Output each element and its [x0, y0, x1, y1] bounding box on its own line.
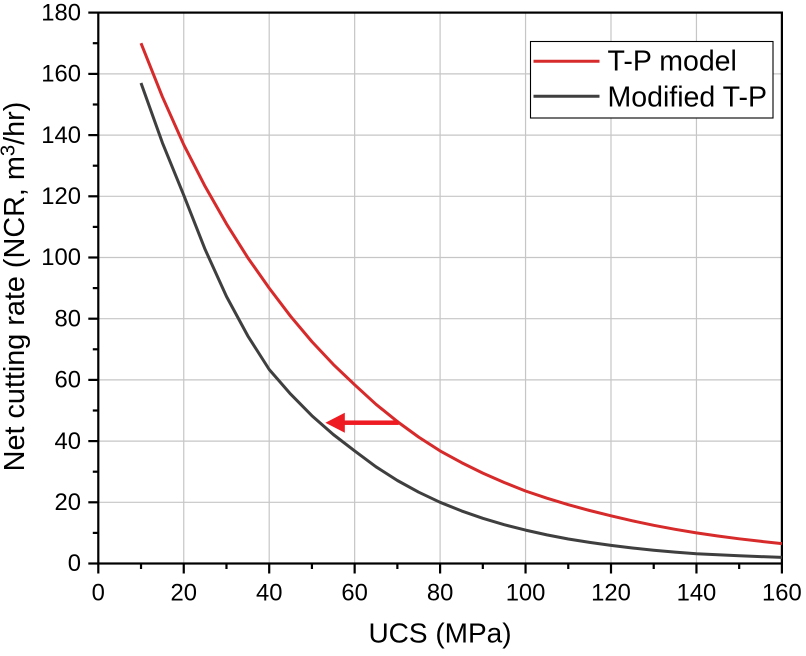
svg-text:T-P model: T-P model: [608, 46, 737, 78]
svg-text:160: 160: [762, 580, 802, 607]
svg-text:160: 160: [41, 61, 81, 88]
svg-text:120: 120: [41, 183, 81, 210]
svg-text:Net cutting rate (NCR, m3/hr): Net cutting rate (NCR, m3/hr): [0, 102, 31, 472]
svg-text:0: 0: [92, 580, 105, 607]
svg-text:60: 60: [341, 580, 367, 607]
svg-text:40: 40: [55, 428, 81, 455]
svg-text:20: 20: [171, 580, 197, 607]
svg-text:60: 60: [55, 367, 81, 394]
svg-text:120: 120: [591, 580, 631, 607]
svg-text:140: 140: [677, 580, 717, 607]
svg-text:180: 180: [41, 0, 81, 26]
svg-text:40: 40: [256, 580, 282, 607]
svg-text:0: 0: [68, 550, 81, 577]
svg-text:Modified T-P: Modified T-P: [608, 82, 767, 114]
svg-text:20: 20: [55, 489, 81, 516]
svg-text:100: 100: [41, 244, 81, 271]
svg-text:UCS (MPa): UCS (MPa): [368, 617, 511, 648]
svg-text:140: 140: [41, 122, 81, 149]
svg-text:100: 100: [506, 580, 546, 607]
svg-text:80: 80: [55, 305, 81, 332]
svg-text:80: 80: [427, 580, 453, 607]
